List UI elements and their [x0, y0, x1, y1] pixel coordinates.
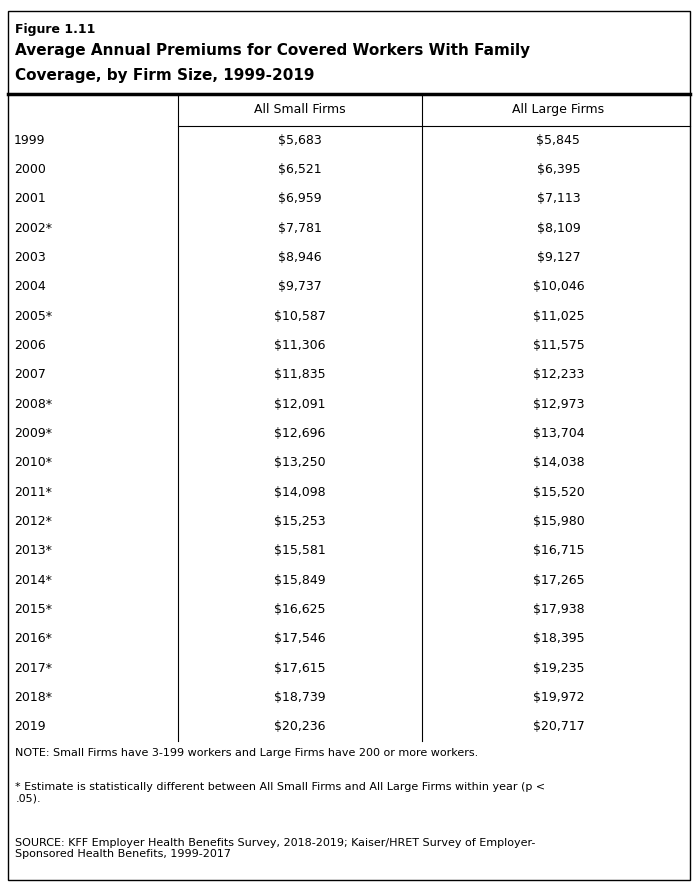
Text: All Small Firms: All Small Firms [254, 103, 346, 116]
Text: $15,253: $15,253 [274, 515, 326, 528]
Text: $13,250: $13,250 [274, 456, 326, 470]
Text: $10,046: $10,046 [533, 281, 584, 293]
Text: $12,973: $12,973 [533, 397, 584, 411]
Text: 2006: 2006 [14, 339, 45, 352]
Text: Average Annual Premiums for Covered Workers With Family: Average Annual Premiums for Covered Work… [15, 43, 530, 58]
Text: $9,737: $9,737 [279, 281, 322, 293]
Text: $19,972: $19,972 [533, 691, 584, 704]
Text: $6,521: $6,521 [279, 163, 322, 176]
Text: 2017*: 2017* [14, 661, 52, 674]
Text: 2012*: 2012* [14, 515, 52, 528]
Text: $11,575: $11,575 [533, 339, 584, 352]
Text: 1999: 1999 [14, 134, 45, 147]
Text: 2005*: 2005* [14, 310, 52, 323]
Text: 2018*: 2018* [14, 691, 52, 704]
Text: 2014*: 2014* [14, 574, 52, 586]
Text: $13,704: $13,704 [533, 427, 584, 440]
Text: $7,113: $7,113 [537, 192, 580, 206]
Text: Figure 1.11: Figure 1.11 [15, 23, 96, 37]
Text: $9,127: $9,127 [537, 251, 580, 264]
Text: $10,587: $10,587 [274, 310, 326, 323]
Text: $17,546: $17,546 [274, 633, 326, 645]
Text: Coverage, by Firm Size, 1999-2019: Coverage, by Firm Size, 1999-2019 [15, 68, 315, 83]
Text: $6,959: $6,959 [279, 192, 322, 206]
Text: $20,717: $20,717 [533, 720, 584, 733]
Text: $12,091: $12,091 [274, 397, 326, 411]
Text: 2011*: 2011* [14, 486, 52, 499]
Text: $12,233: $12,233 [533, 368, 584, 381]
Text: $15,520: $15,520 [533, 486, 584, 499]
Text: All Large Firms: All Large Firms [512, 103, 604, 116]
Text: NOTE: Small Firms have 3-199 workers and Large Firms have 200 or more workers.: NOTE: Small Firms have 3-199 workers and… [15, 748, 479, 758]
Text: 2003: 2003 [14, 251, 45, 264]
Text: $20,236: $20,236 [274, 720, 326, 733]
Text: $6,395: $6,395 [537, 163, 580, 176]
Text: 2000: 2000 [14, 163, 46, 176]
Text: * Estimate is statistically different between All Small Firms and All Large Firm: * Estimate is statistically different be… [15, 782, 545, 804]
Text: $14,098: $14,098 [274, 486, 326, 499]
Text: 2009*: 2009* [14, 427, 52, 440]
Text: $17,615: $17,615 [274, 661, 326, 674]
Text: 2004: 2004 [14, 281, 45, 293]
Text: 2010*: 2010* [14, 456, 52, 470]
Text: $11,835: $11,835 [274, 368, 326, 381]
Text: $19,235: $19,235 [533, 661, 584, 674]
Text: $14,038: $14,038 [533, 456, 584, 470]
Text: 2015*: 2015* [14, 603, 52, 616]
Text: $12,696: $12,696 [274, 427, 326, 440]
Text: $8,946: $8,946 [279, 251, 322, 264]
Text: 2007: 2007 [14, 368, 46, 381]
Text: $5,683: $5,683 [279, 134, 322, 147]
Text: 2002*: 2002* [14, 222, 52, 234]
Text: $16,625: $16,625 [274, 603, 326, 616]
Text: 2016*: 2016* [14, 633, 52, 645]
Text: 2013*: 2013* [14, 544, 52, 557]
Text: 2019: 2019 [14, 720, 45, 733]
Text: 2001: 2001 [14, 192, 45, 206]
Text: $15,980: $15,980 [533, 515, 584, 528]
Text: $11,306: $11,306 [274, 339, 326, 352]
Text: $18,395: $18,395 [533, 633, 584, 645]
Text: $17,265: $17,265 [533, 574, 584, 586]
Text: 2008*: 2008* [14, 397, 52, 411]
Text: $8,109: $8,109 [537, 222, 580, 234]
Text: $7,781: $7,781 [279, 222, 322, 234]
Text: $15,849: $15,849 [274, 574, 326, 586]
Text: $11,025: $11,025 [533, 310, 584, 323]
Text: SOURCE: KFF Employer Health Benefits Survey, 2018-2019; Kaiser/HRET Survey of Em: SOURCE: KFF Employer Health Benefits Sur… [15, 838, 536, 859]
Text: $5,845: $5,845 [537, 134, 580, 147]
Text: $17,938: $17,938 [533, 603, 584, 616]
Text: $16,715: $16,715 [533, 544, 584, 557]
Text: $18,739: $18,739 [274, 691, 326, 704]
Text: $15,581: $15,581 [274, 544, 326, 557]
